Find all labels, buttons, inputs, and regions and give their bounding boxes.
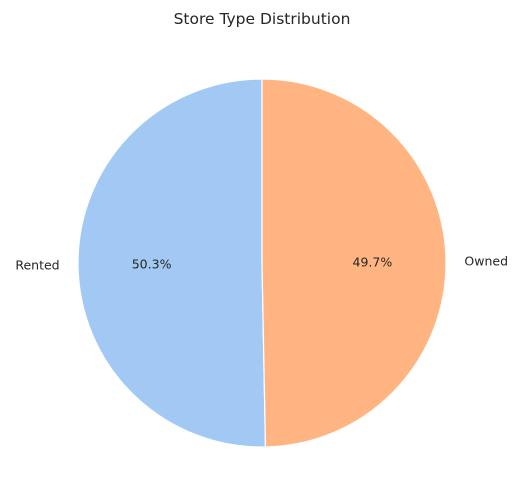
pct-label-rented: 50.3% xyxy=(132,257,172,272)
pie-slice-owned xyxy=(261,78,447,448)
slice-label-owned: Owned xyxy=(464,254,508,269)
pie-labels: 50.3% Rented 49.7% Owned xyxy=(15,254,508,273)
chart-title: Store Type Distribution xyxy=(174,10,351,28)
slice-label-rented: Rented xyxy=(15,257,59,272)
pie-slice-rented xyxy=(77,78,267,448)
pct-label-owned: 49.7% xyxy=(353,254,393,269)
pie-slices xyxy=(77,78,447,448)
